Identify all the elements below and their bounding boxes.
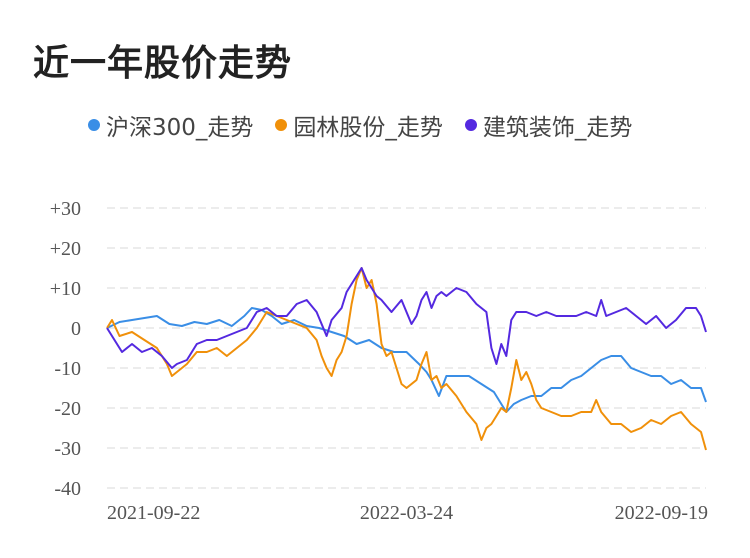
grid-lines	[107, 207, 706, 489]
chart-title: 近一年股价走势	[33, 43, 293, 84]
legend-label-yuanlin: 园林股份_走势	[293, 115, 443, 141]
y-tick-label: +30	[50, 198, 81, 220]
series-lines	[106, 267, 707, 451]
y-tick-label: +20	[50, 238, 81, 260]
x-axis-ticks: 2021-09-22 2022-03-24 2022-09-19	[107, 502, 708, 524]
legend-label-jianzhu: 建筑装饰_走势	[482, 115, 633, 141]
series-line-0	[106, 307, 707, 413]
y-tick-label: -20	[54, 398, 81, 420]
legend-item-hs300: 沪深300_走势	[88, 108, 253, 142]
series-line-2	[106, 267, 707, 369]
y-tick-label: -40	[54, 478, 81, 500]
y-tick-label: -30	[54, 438, 81, 460]
legend-dot-jianzhu	[464, 119, 477, 131]
y-tick-label: 0	[71, 318, 81, 340]
legend-item-yuanlin: 园林股份_走势	[275, 108, 443, 142]
legend-label-hs300: 沪深300_走势	[106, 115, 254, 141]
legend-item-jianzhu: 建筑装饰_走势	[464, 108, 633, 142]
legend-dot-hs300	[88, 119, 100, 131]
y-tick-label: +10	[50, 278, 81, 300]
y-axis-ticks: +30 +20 +10 0 -10 -20 -30 -40	[50, 198, 81, 500]
x-tick-label: 2021-09-22	[107, 502, 200, 524]
chart-legend: 沪深300_走势 园林股份_走势 建筑装饰_走势	[88, 108, 654, 142]
x-tick-label: 2022-03-24	[360, 502, 453, 524]
series-line-1	[106, 267, 707, 451]
legend-dot-yuanlin	[275, 119, 288, 131]
y-tick-label: -10	[54, 358, 81, 380]
x-tick-label: 2022-09-19	[615, 502, 708, 524]
